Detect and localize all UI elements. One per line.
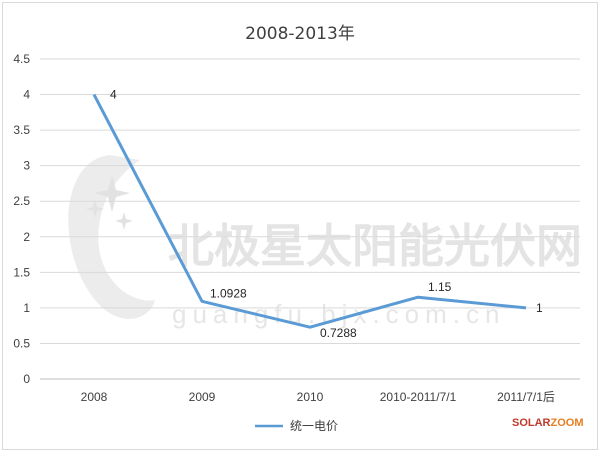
x-axis: 2008 2009 2010 2010-2011/7/1 2011/7/1后 bbox=[81, 390, 555, 404]
data-labels: 4 1.0928 0.7288 1.15 1 bbox=[110, 88, 543, 341]
y-tick-label: 1.5 bbox=[13, 265, 30, 279]
brand-logo: SOLARZOOM bbox=[512, 417, 584, 429]
y-axis: 0 0.5 1 1.5 2 2.5 3 3.5 4 4.5 bbox=[13, 52, 30, 386]
brand-part-solar: SOLAR bbox=[512, 417, 551, 429]
watermark-text: 北极星太阳能光伏网 bbox=[168, 219, 582, 273]
legend-label: 统一电价 bbox=[290, 419, 338, 433]
x-tick-label: 2010 bbox=[297, 390, 324, 404]
y-tick-label: 4.5 bbox=[13, 52, 30, 66]
y-tick-label: 3 bbox=[23, 159, 30, 173]
data-label: 1.15 bbox=[428, 280, 452, 294]
watermark-logo bbox=[68, 155, 155, 319]
series-layer bbox=[92, 93, 527, 329]
y-tick-label: 3.5 bbox=[13, 123, 30, 137]
y-tick-label: 1 bbox=[23, 301, 30, 315]
gridlines bbox=[40, 58, 580, 380]
y-tick-label: 4 bbox=[23, 88, 30, 102]
data-label: 4 bbox=[110, 88, 117, 102]
x-tick-label: 2011/7/1后 bbox=[497, 390, 555, 404]
x-tick-label: 2009 bbox=[189, 390, 216, 404]
data-label: 0.7288 bbox=[320, 326, 357, 340]
brand-part-zoom: ZOOM bbox=[551, 417, 584, 429]
x-tick-label: 2010-2011/7/1 bbox=[380, 390, 457, 404]
series-line bbox=[92, 93, 527, 329]
y-tick-label: 2.5 bbox=[13, 194, 30, 208]
x-tick-label: 2008 bbox=[81, 390, 108, 404]
data-label: 1.0928 bbox=[210, 286, 247, 300]
y-tick-label: 0.5 bbox=[13, 336, 30, 350]
data-label: 1 bbox=[536, 301, 543, 315]
watermark-url: guangfu.bjx.com.cn bbox=[172, 299, 505, 329]
chart-title: 2008-2013年 bbox=[245, 24, 355, 44]
legend: 统一电价 bbox=[255, 419, 338, 433]
y-tick-label: 2 bbox=[23, 230, 30, 244]
watermark: 北极星太阳能光伏网 guangfu.bjx.com.cn bbox=[68, 155, 582, 329]
y-tick-label: 0 bbox=[23, 372, 30, 386]
